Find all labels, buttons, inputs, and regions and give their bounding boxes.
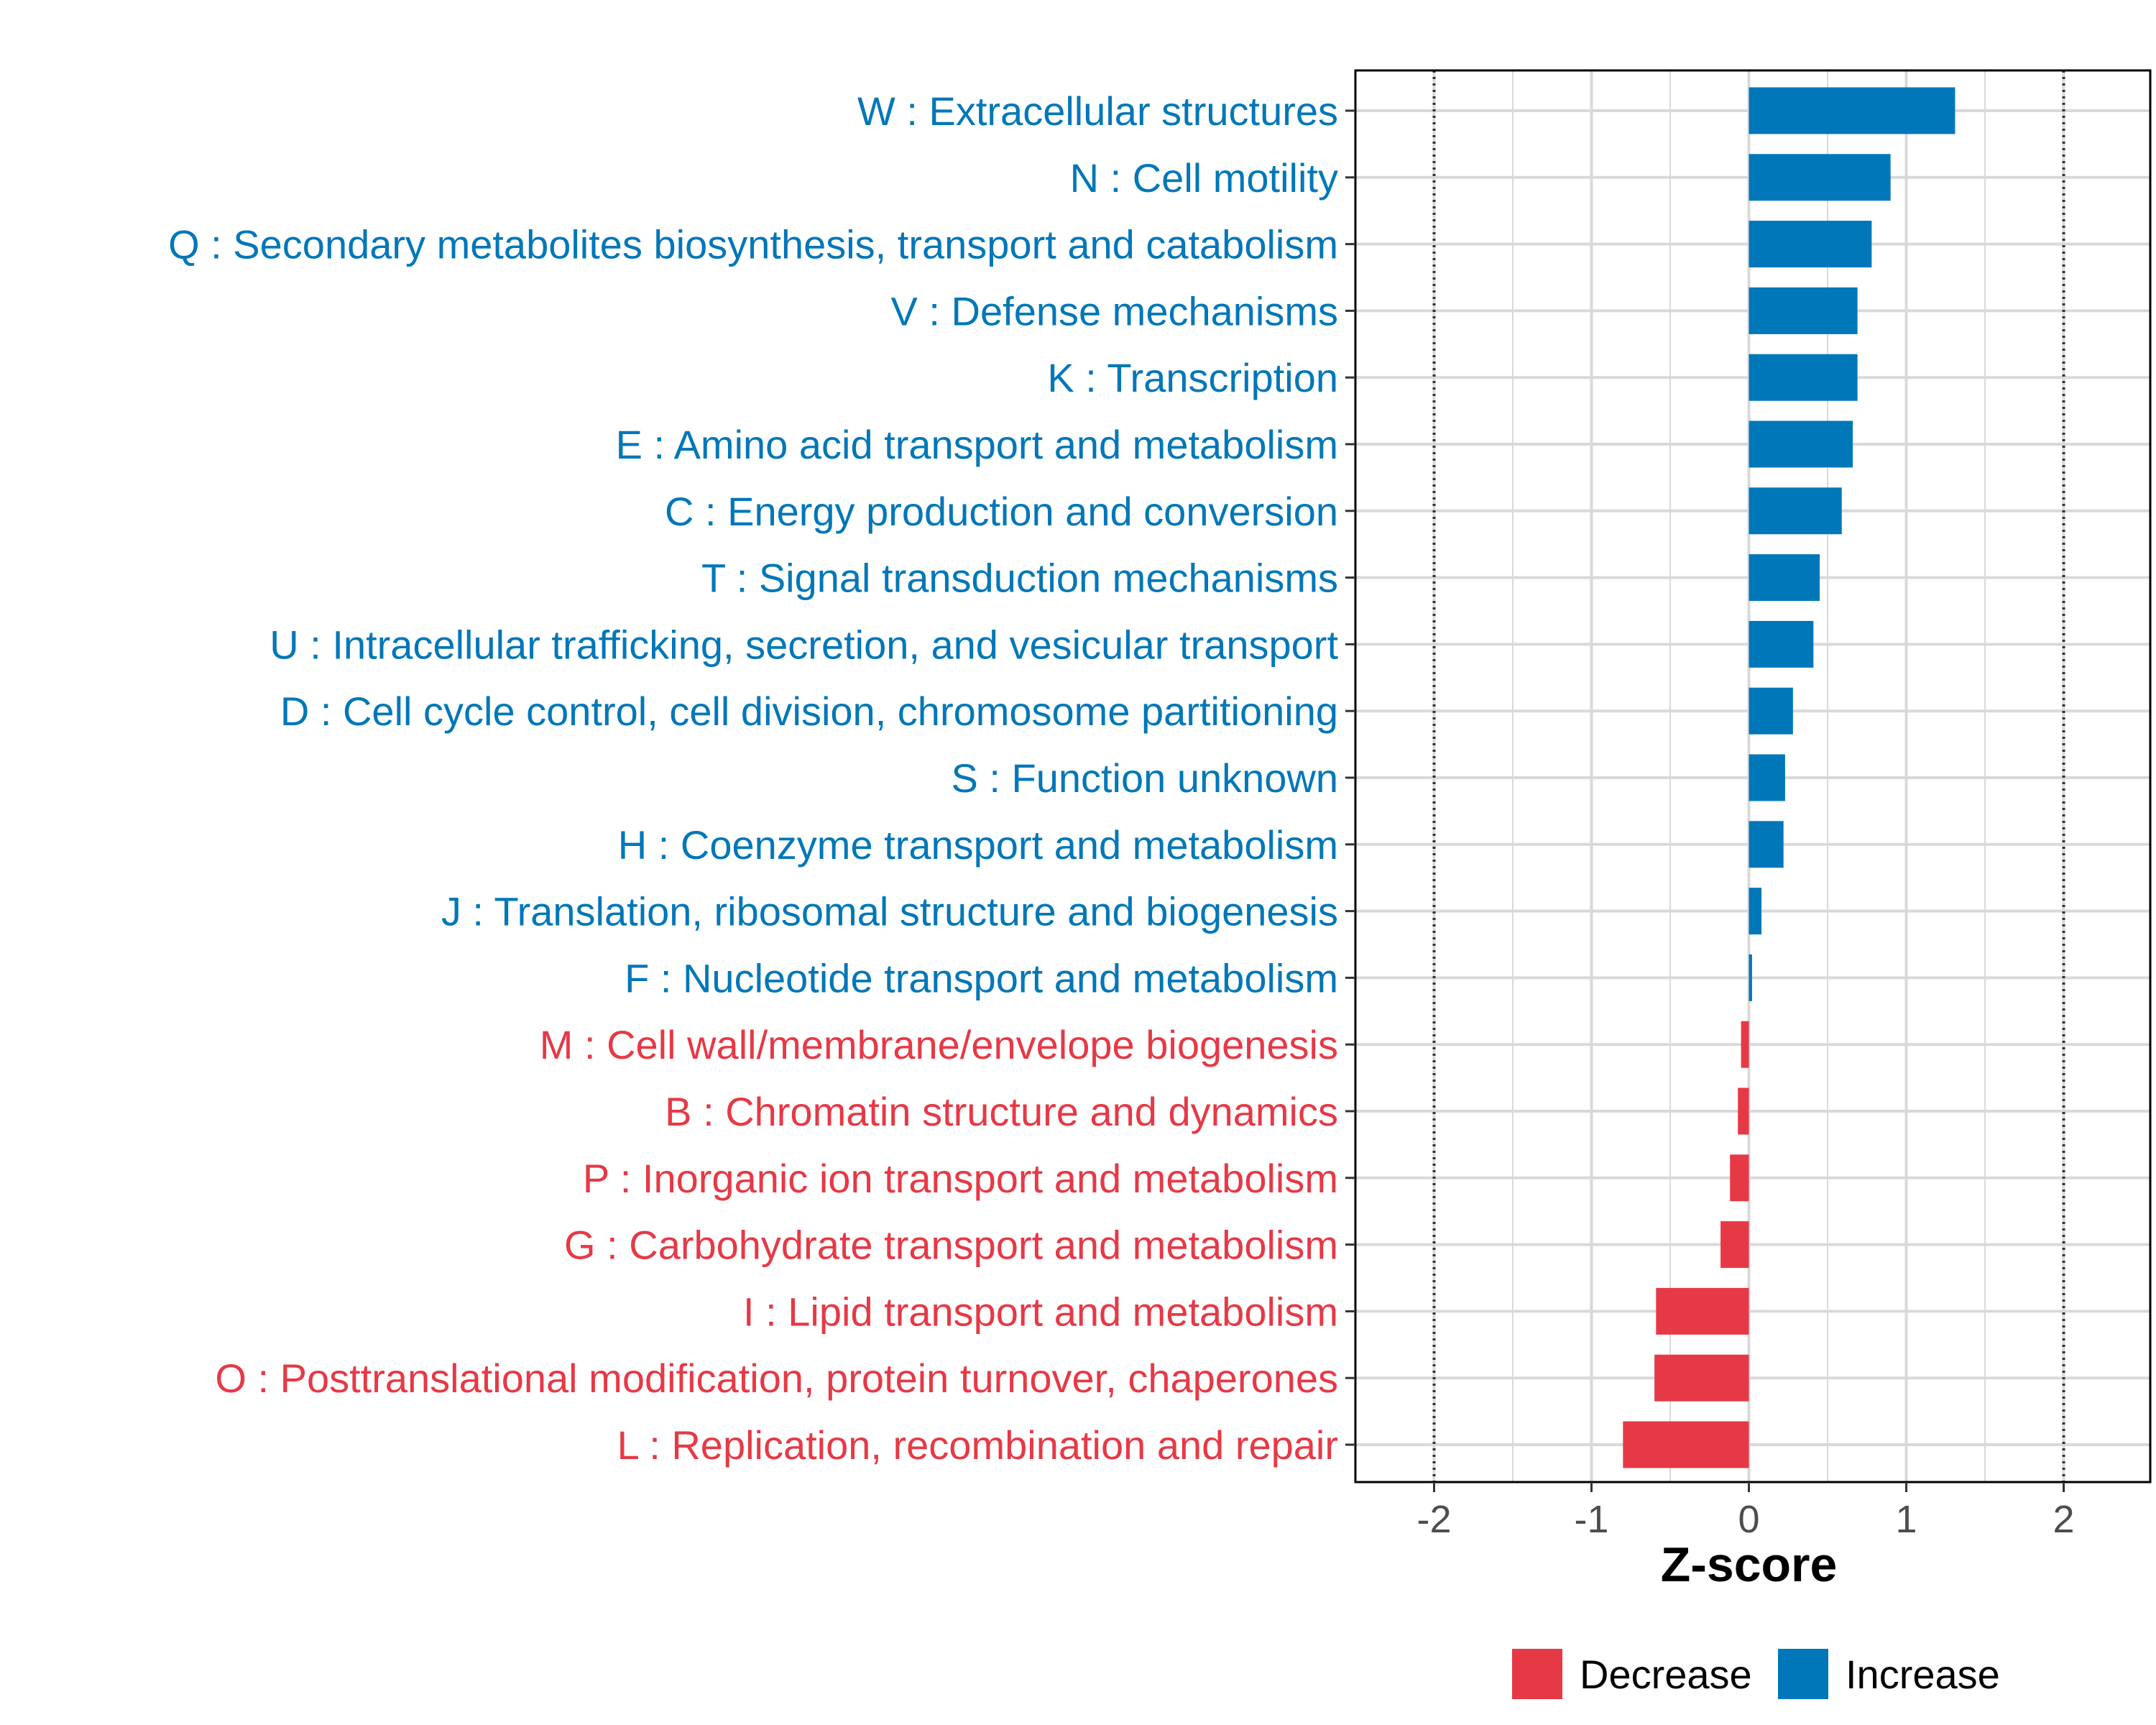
bar-q bbox=[1749, 221, 1872, 268]
legend-label-decrease: Decrease bbox=[1580, 1652, 1752, 1697]
category-label: U : Intracellular trafficking, secretion… bbox=[270, 622, 1338, 667]
legend-swatch-decrease bbox=[1512, 1649, 1562, 1699]
x-tick-label: 1 bbox=[1896, 1498, 1917, 1541]
bar-t bbox=[1749, 554, 1820, 602]
category-label: T : Signal transduction mechanisms bbox=[701, 556, 1338, 601]
bar-v bbox=[1749, 287, 1858, 334]
bar-s bbox=[1749, 754, 1785, 801]
category-label: I : Lipid transport and metabolism bbox=[743, 1289, 1338, 1334]
bar-o bbox=[1654, 1354, 1749, 1402]
category-label: D : Cell cycle control, cell division, c… bbox=[280, 689, 1338, 734]
legend-swatch-increase bbox=[1778, 1649, 1828, 1699]
x-axis-ticks: -2 -1 0 1 2 bbox=[1416, 1482, 2075, 1541]
bar-u bbox=[1749, 620, 1814, 668]
category-label: P : Inorganic ion transport and metaboli… bbox=[583, 1156, 1338, 1201]
category-label: M : Cell wall/membrane/envelope biogenes… bbox=[540, 1022, 1338, 1067]
category-label: B : Chromatin structure and dynamics bbox=[665, 1089, 1338, 1134]
y-axis-ticks bbox=[1345, 109, 1355, 1446]
category-label: Q : Secondary metabolites biosynthesis, … bbox=[168, 222, 1338, 267]
category-label: L : Replication, recombination and repai… bbox=[617, 1422, 1338, 1468]
category-label: O : Posttranslational modification, prot… bbox=[215, 1356, 1338, 1401]
bar-i bbox=[1656, 1287, 1749, 1335]
category-label: G : Carbohydrate transport and metabolis… bbox=[564, 1223, 1338, 1268]
x-axis-title: Z-score bbox=[1661, 1537, 1838, 1592]
category-label: H : Coenzyme transport and metabolism bbox=[618, 822, 1338, 868]
bar-h bbox=[1749, 821, 1784, 868]
x-tick-label: -2 bbox=[1416, 1498, 1451, 1541]
category-label: E : Amino acid transport and metabolism bbox=[616, 422, 1338, 467]
bar-m bbox=[1741, 1021, 1749, 1068]
bar-k bbox=[1749, 354, 1858, 401]
bar-c bbox=[1749, 487, 1842, 535]
bar-d bbox=[1749, 687, 1793, 735]
plot-panel-border bbox=[1354, 69, 2152, 1484]
bar-n bbox=[1749, 154, 1891, 201]
x-tick-label: -1 bbox=[1575, 1498, 1609, 1541]
bar-f bbox=[1749, 954, 1752, 1001]
bar-e bbox=[1749, 420, 1853, 468]
bar-g bbox=[1720, 1221, 1749, 1269]
bars bbox=[1623, 87, 1955, 1468]
legend: Decrease Increase bbox=[1512, 1649, 2000, 1699]
bar-l bbox=[1623, 1421, 1749, 1468]
category-label: K : Transcription bbox=[1047, 355, 1338, 400]
legend-label-increase: Increase bbox=[1846, 1652, 2000, 1697]
category-label: J : Translation, ribosomal structure and… bbox=[441, 889, 1338, 934]
bar-p bbox=[1730, 1154, 1749, 1202]
reference-lines bbox=[1432, 70, 2065, 1482]
category-labels: W : Extracellular structures N : Cell mot… bbox=[168, 88, 1338, 1468]
bar-b bbox=[1738, 1087, 1749, 1135]
category-label: V : Defense mechanisms bbox=[891, 288, 1338, 334]
category-label: S : Function unknown bbox=[951, 755, 1338, 801]
bar-j bbox=[1749, 888, 1762, 935]
category-label: F : Nucleotide transport and metabolism bbox=[625, 955, 1338, 1000]
x-tick-label: 2 bbox=[2053, 1498, 2075, 1541]
x-tick-label: 0 bbox=[1738, 1498, 1760, 1541]
category-label: N : Cell motility bbox=[1070, 155, 1338, 201]
category-label: C : Energy production and conversion bbox=[665, 489, 1338, 534]
bar-w bbox=[1749, 87, 1955, 134]
category-label: W : Extracellular structures bbox=[857, 88, 1338, 134]
